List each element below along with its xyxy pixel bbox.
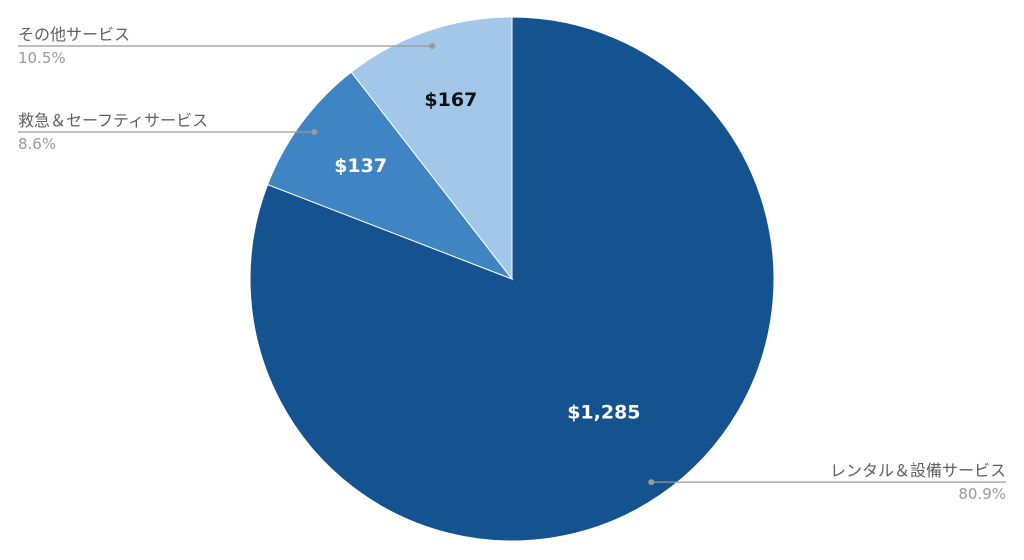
leader-lines — [18, 43, 1006, 486]
pie-slice-3 — [350, 16, 513, 281]
slice-value-labels: $1,285 $137 $167 — [334, 89, 640, 423]
slice-percent-label: 80.9% — [958, 485, 1006, 503]
slice-value-label: $1,285 — [567, 401, 640, 423]
slice-percent-label: 8.6% — [18, 135, 56, 153]
leader-dot — [429, 43, 436, 50]
slice-percent-label: 10.5% — [18, 49, 66, 67]
slice-value-label: $137 — [334, 155, 387, 177]
slice-name-label: レンタル＆設備サービス — [830, 461, 1006, 480]
slice-name-label: 救急＆セーフティサービス — [18, 111, 208, 130]
pie-slices — [249, 16, 775, 542]
slice-value-label: $167 — [424, 89, 477, 111]
leader-dot — [311, 129, 318, 136]
slice-name-label: その他サービス — [18, 25, 130, 44]
pie-slice-2 — [266, 71, 514, 281]
slice-legend-labels: レンタル＆設備サービス 80.9% 救急＆セーフティサービス 8.6% その他サービス 1… — [18, 25, 1006, 503]
leader-dot — [648, 479, 655, 486]
